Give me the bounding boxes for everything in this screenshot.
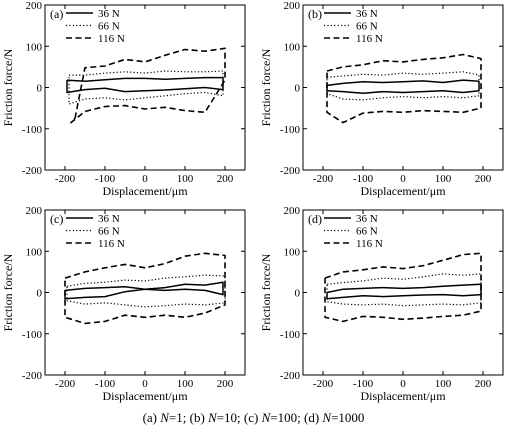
series-line-3 xyxy=(326,53,482,124)
legend-label-1: 36 N xyxy=(98,213,120,225)
series-line-1 xyxy=(326,283,482,300)
caption-c-var: N xyxy=(261,410,271,425)
y-tick-label: 200 xyxy=(26,205,43,217)
series-line-3 xyxy=(70,47,226,124)
x-tick-label: -100 xyxy=(95,173,116,185)
y-tick-label: 100 xyxy=(26,246,43,258)
y-tick-label: 100 xyxy=(26,41,43,53)
series-line-1 xyxy=(66,76,224,94)
y-tick-label: 0 xyxy=(295,288,301,300)
caption-a: (a) xyxy=(142,410,161,425)
caption-c-rest: =100; xyxy=(270,410,304,425)
chart-panel-2: -200 -100 0 100 200 -200 -100 0 100 200 Displaceme… xyxy=(259,0,504,198)
plot-frame xyxy=(302,209,504,376)
caption-c: (c) xyxy=(243,410,262,425)
y-tick-label: 0 xyxy=(37,83,43,95)
caption-d-rest: =1000 xyxy=(331,410,365,425)
y-tick-label: -100 xyxy=(22,124,43,136)
x-axis-label: Displacement/μm xyxy=(360,184,446,198)
y-axis-label: Friction force/N xyxy=(259,48,273,126)
series-line-2 xyxy=(326,273,482,307)
caption-a-var: N xyxy=(160,410,169,425)
x-tick-label: 200 xyxy=(217,173,234,185)
x-tick-label: -200 xyxy=(55,173,76,185)
x-tick-label: -100 xyxy=(95,378,116,390)
panel-label: (c) xyxy=(50,212,63,226)
panel-label: (a) xyxy=(50,7,63,21)
caption-b-rest: =10; xyxy=(216,410,244,425)
y-tick-label: -100 xyxy=(22,329,43,341)
x-tick-label: -100 xyxy=(353,173,374,185)
caption-b: (b) xyxy=(189,410,209,425)
x-tick-label: 200 xyxy=(475,173,492,185)
x-axis-label: Displacement/μm xyxy=(102,184,188,198)
x-tick-label: 0 xyxy=(142,378,148,390)
x-tick-label: -200 xyxy=(313,173,334,185)
x-tick-label: 0 xyxy=(400,378,406,390)
series-line-1 xyxy=(64,281,224,300)
y-tick-label: -200 xyxy=(22,165,43,177)
y-tick-label: -100 xyxy=(280,329,301,341)
y-tick-label: 100 xyxy=(284,41,301,53)
caption-a-rest: =1; xyxy=(168,410,190,425)
plot-frame xyxy=(44,4,246,171)
panel-label: (d) xyxy=(308,212,322,226)
y-axis-label: Friction force/N xyxy=(1,48,15,126)
x-tick-label: 100 xyxy=(435,173,452,185)
x-tick-label: 100 xyxy=(177,173,194,185)
legend-label-2: 66 N xyxy=(356,226,378,238)
series-line-3 xyxy=(64,252,226,325)
y-tick-label: 200 xyxy=(284,0,301,12)
caption-b-var: N xyxy=(208,410,217,425)
y-tick-label: -200 xyxy=(280,165,301,177)
x-tick-label: 100 xyxy=(177,378,194,390)
legend-label-1: 36 N xyxy=(356,8,378,20)
panel-label: (b) xyxy=(308,7,322,21)
y-tick-label: 100 xyxy=(284,246,301,258)
series-line-2 xyxy=(326,71,480,101)
y-axis-label: Friction force/N xyxy=(1,253,15,331)
x-axis-label: Displacement/μm xyxy=(102,389,188,403)
x-tick-label: -200 xyxy=(55,378,76,390)
y-tick-label: -100 xyxy=(280,124,301,136)
plot-frame xyxy=(302,4,504,171)
legend-label-2: 66 N xyxy=(356,21,378,33)
x-axis-label: Displacement/μm xyxy=(360,389,446,403)
chart-panel-4: -200 -100 0 100 200 -200 -100 0 100 200 Displaceme… xyxy=(259,205,504,403)
legend-label-3: 116 N xyxy=(356,238,383,250)
figure-caption: (a) N=1; (b) N=10; (c) N=100; (d) N=1000 xyxy=(0,410,507,426)
chart-panel-1: -200 -100 0 100 200 -200 -100 0 100 200 Displaceme… xyxy=(1,0,246,198)
x-tick-label: 0 xyxy=(142,173,148,185)
series-line-2 xyxy=(66,274,226,308)
caption-d-var: N xyxy=(322,410,332,425)
x-tick-label: 100 xyxy=(435,378,452,390)
legend-label-3: 116 N xyxy=(98,238,125,250)
caption-d: (d) xyxy=(303,410,323,425)
x-tick-label: -100 xyxy=(353,378,374,390)
legend-label-2: 66 N xyxy=(98,21,120,33)
y-tick-label: 200 xyxy=(284,205,301,217)
legend-label-3: 116 N xyxy=(98,33,125,45)
series-line-1 xyxy=(326,79,480,95)
x-tick-label: -200 xyxy=(313,378,334,390)
y-tick-label: 0 xyxy=(295,83,301,95)
series-line-3 xyxy=(324,252,482,323)
legend-label-1: 36 N xyxy=(98,8,120,20)
legend-label-1: 36 N xyxy=(356,213,378,225)
x-tick-label: 200 xyxy=(217,378,234,390)
x-tick-label: 0 xyxy=(400,173,406,185)
y-axis-label: Friction force/N xyxy=(259,253,273,331)
x-tick-label: 200 xyxy=(475,378,492,390)
y-tick-label: -200 xyxy=(22,370,43,382)
legend-label-2: 66 N xyxy=(98,226,120,238)
y-tick-label: 200 xyxy=(26,0,43,12)
chart-panel-3: -200 -100 0 100 200 -200 -100 0 100 200 Displaceme… xyxy=(1,205,246,403)
legend-label-3: 116 N xyxy=(356,33,383,45)
y-tick-label: 0 xyxy=(37,288,43,300)
y-tick-label: -200 xyxy=(280,370,301,382)
